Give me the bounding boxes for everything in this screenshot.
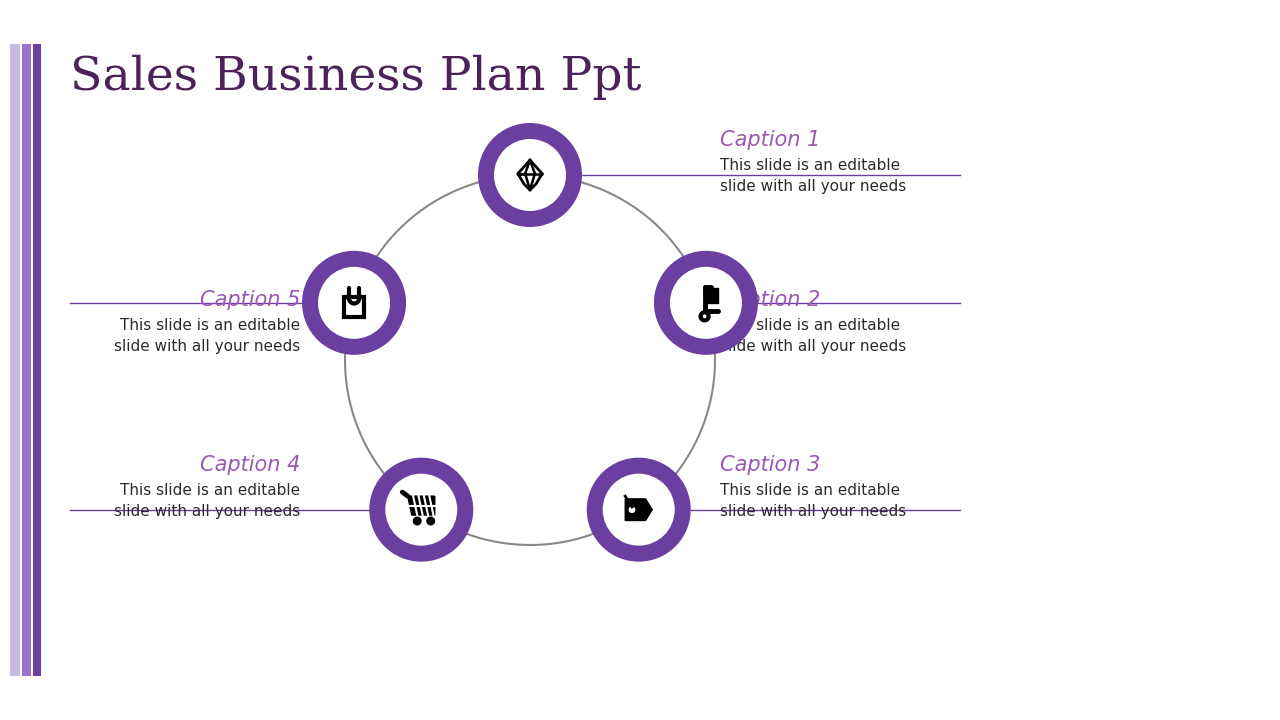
Circle shape xyxy=(586,458,691,562)
FancyBboxPatch shape xyxy=(707,288,718,303)
Circle shape xyxy=(369,458,474,562)
Text: This slide is an editable
slide with all your needs: This slide is an editable slide with all… xyxy=(114,318,300,354)
Circle shape xyxy=(669,267,742,339)
Bar xyxy=(10,44,20,676)
Text: Caption 4: Caption 4 xyxy=(200,455,300,475)
Circle shape xyxy=(603,474,675,546)
Circle shape xyxy=(385,474,457,546)
Text: Caption 5: Caption 5 xyxy=(200,290,300,310)
Text: Caption 3: Caption 3 xyxy=(719,455,820,475)
Polygon shape xyxy=(625,499,653,521)
Circle shape xyxy=(413,517,421,525)
Circle shape xyxy=(317,267,390,339)
Text: Caption 2: Caption 2 xyxy=(719,290,820,310)
Text: This slide is an editable
slide with all your needs: This slide is an editable slide with all… xyxy=(114,483,300,519)
Circle shape xyxy=(302,251,406,355)
Circle shape xyxy=(654,251,758,355)
Text: This slide is an editable
slide with all your needs: This slide is an editable slide with all… xyxy=(719,483,906,519)
Circle shape xyxy=(494,139,566,211)
Circle shape xyxy=(477,123,582,227)
Text: This slide is an editable
slide with all your needs: This slide is an editable slide with all… xyxy=(719,318,906,354)
Circle shape xyxy=(630,507,635,513)
Bar xyxy=(22,44,31,676)
Bar xyxy=(33,44,41,676)
Text: Sales Business Plan Ppt: Sales Business Plan Ppt xyxy=(70,55,641,100)
Circle shape xyxy=(428,517,434,525)
Text: This slide is an editable
slide with all your needs: This slide is an editable slide with all… xyxy=(719,158,906,194)
Polygon shape xyxy=(408,496,435,515)
Text: Caption 1: Caption 1 xyxy=(719,130,820,150)
